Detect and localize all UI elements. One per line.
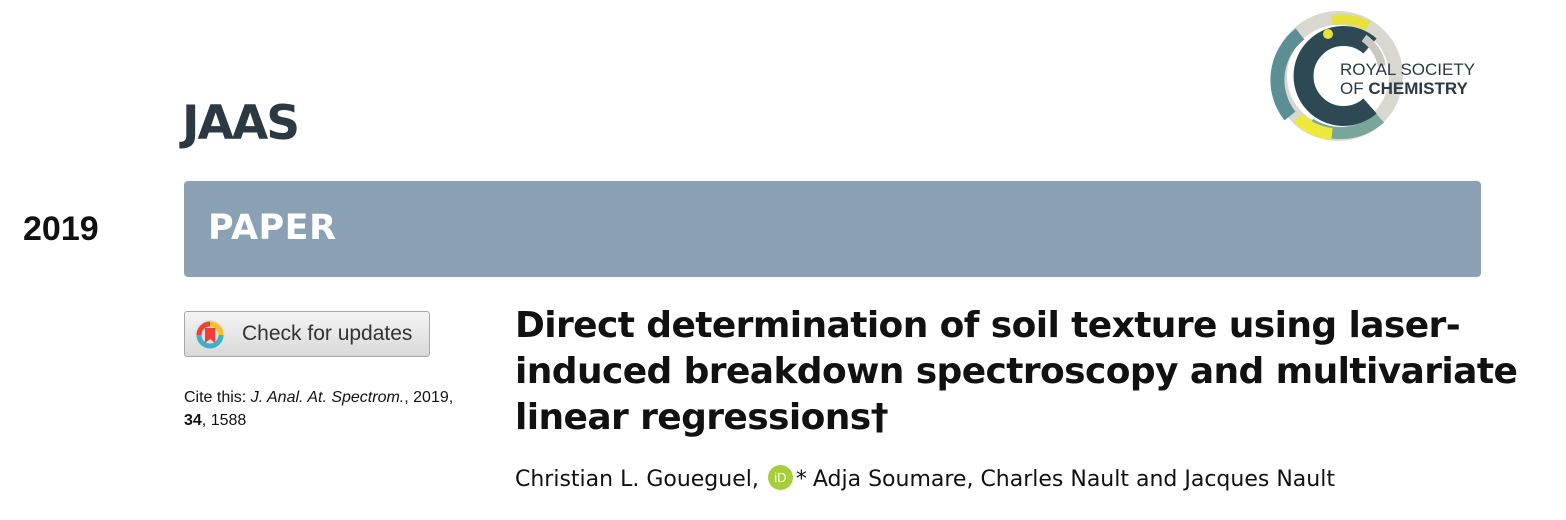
article-title-line-3: linear regressions†: [515, 397, 889, 438]
citation-pages: , 1588: [201, 412, 247, 429]
orcid-icon[interactable]: iD: [767, 465, 793, 490]
publisher-name: ROYAL SOCIETY OF CHEMISTRY: [1340, 60, 1475, 98]
publication-year: 2019: [23, 210, 99, 248]
citation-journal: J. Anal. At. Spectrom.: [250, 389, 405, 406]
publisher-name-line2: OF CHEMISTRY: [1340, 79, 1475, 98]
publisher-name-prefix: OF: [1340, 79, 1364, 98]
check-for-updates-label: Check for updates: [242, 322, 413, 345]
publisher-logo: ROYAL SOCIETY OF CHEMISTRY: [1270, 6, 1490, 146]
author-list: Christian L. Goueguel, iD * Adja Soumare, …: [515, 465, 1335, 492]
article-title-line-2: induced breakdown spectroscopy and multi…: [515, 351, 1518, 392]
crossmark-icon: [195, 320, 225, 350]
citation-year: , 2019,: [404, 389, 454, 406]
journal-name: JAAS: [182, 96, 300, 151]
citation: Cite this: J. Anal. At. Spectrom., 2019,…: [184, 386, 494, 432]
article-title-line-1: Direct determination of soil texture usi…: [515, 305, 1461, 346]
corresponding-author-mark: *: [795, 467, 807, 492]
publisher-logo-mark-icon: [1270, 11, 1403, 141]
check-for-updates-button[interactable]: Check for updates: [184, 311, 430, 357]
citation-prefix: Cite this:: [184, 389, 247, 406]
author-goueguel: Christian L. Goueguel,: [515, 467, 759, 492]
article-type-banner: PAPER: [184, 181, 1481, 277]
article-type-label: PAPER: [208, 208, 337, 248]
other-authors: Adja Soumare, Charles Nault and Jacques …: [812, 467, 1335, 492]
article-title: Direct determination of soil texture usi…: [515, 303, 1518, 441]
citation-volume: 34: [184, 412, 202, 429]
publisher-name-line1: ROYAL SOCIETY: [1340, 60, 1476, 79]
publisher-name-bold: CHEMISTRY: [1368, 79, 1468, 98]
